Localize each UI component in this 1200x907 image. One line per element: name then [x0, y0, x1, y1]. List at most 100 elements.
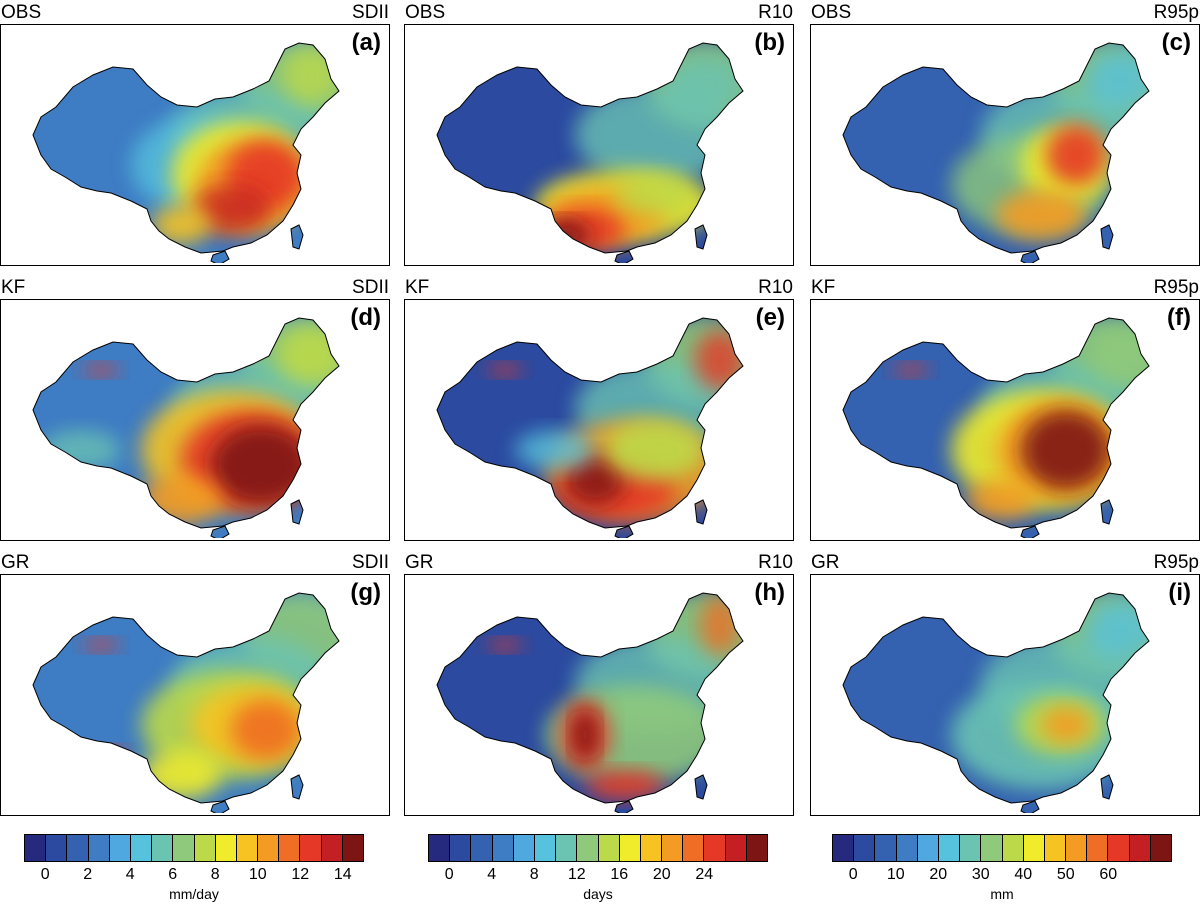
map-region	[151, 205, 211, 245]
colorbar-tick-label: 30	[971, 866, 990, 883]
map-region	[615, 175, 695, 215]
colorbar-swatch	[725, 835, 747, 861]
island-outline	[694, 774, 708, 800]
island-outline	[210, 250, 230, 263]
panel-index-label: R95p	[1153, 2, 1199, 23]
colorbar-tick-label: 6	[168, 866, 178, 883]
colorbar-tick-label: 8	[529, 866, 539, 883]
panel-index-label: SDII	[352, 2, 389, 23]
map-panel: GR R95p (i)	[810, 552, 1200, 816]
panel-model-label: KF	[405, 277, 430, 298]
map-region	[893, 364, 929, 376]
colorbar-swatch	[746, 835, 767, 861]
country-outline	[436, 317, 744, 529]
colorbar: 0 10 20 30 40 50 60 mm	[832, 834, 1172, 902]
island-outline	[290, 499, 304, 525]
colorbar-swatch	[833, 835, 855, 861]
map-region	[487, 364, 523, 376]
island-outline	[694, 224, 708, 250]
map-region	[96, 747, 126, 763]
panel-letter-label: (d)	[350, 304, 381, 331]
colorbar-tick-label: 0	[40, 866, 50, 883]
map-panel: GR SDII (g)	[0, 552, 390, 816]
map-plot	[436, 42, 744, 263]
island-outline	[614, 250, 634, 263]
map-region	[1086, 325, 1149, 385]
map-frame: (b)	[404, 24, 794, 266]
colorbar-swatch	[1002, 835, 1024, 861]
map-region	[966, 480, 1036, 520]
colorbar-unit-label: mm	[990, 886, 1014, 902]
map-region	[487, 639, 523, 651]
panel-letter-label: (e)	[755, 304, 785, 331]
map-field	[843, 43, 1149, 263]
colorbar-swatch	[300, 835, 322, 861]
colorbar-swatch	[1044, 835, 1067, 861]
colorbar-tick-label: 4	[125, 866, 135, 883]
panel-index-label: R10	[758, 277, 793, 298]
colorbar-tick-label: 0	[848, 866, 858, 883]
island-outline	[290, 224, 304, 250]
panel-header: OBS SDII	[0, 2, 390, 24]
island-outline	[614, 800, 634, 813]
map-region	[281, 45, 339, 105]
panel-letter-label: (a)	[351, 29, 381, 56]
map-field	[437, 43, 743, 263]
colorbar-tick-label: 50	[1056, 866, 1075, 883]
map-plot	[842, 317, 1150, 538]
island-outline	[1100, 224, 1114, 250]
map-plot	[32, 317, 340, 538]
colorbar-swatch	[194, 835, 216, 861]
colorbar-swatch	[704, 835, 726, 861]
map-frame: (f)	[810, 299, 1200, 541]
panel-model-label: OBS	[811, 2, 852, 23]
map-region	[41, 430, 121, 470]
colorbar-swatch	[429, 835, 451, 861]
colorbar-swatch	[152, 835, 174, 861]
colorbar-tick-label: 4	[487, 866, 497, 883]
map-region	[83, 639, 119, 651]
colorbar-swatch	[938, 835, 961, 861]
map-field	[33, 43, 339, 263]
map-field	[437, 318, 743, 538]
map-region	[1041, 707, 1091, 743]
map-region	[565, 455, 625, 505]
map-region	[573, 710, 597, 760]
map-field	[33, 593, 339, 813]
colorbar-swatch	[640, 835, 663, 861]
map-region	[141, 475, 221, 525]
colorbar-tick-label: 14	[333, 866, 352, 883]
colorbar-swatch	[534, 835, 557, 861]
panel-model-label: GR	[1, 552, 30, 573]
colorbar-swatches	[24, 834, 364, 862]
colorbar-swatch	[215, 835, 237, 861]
map-region	[695, 330, 743, 390]
map-plot	[32, 42, 340, 263]
island-outline	[1100, 499, 1114, 525]
colorbar-tick-label: 12	[291, 866, 310, 883]
colorbar-tick-label: 10	[248, 866, 267, 883]
colorbar-unit-label: days	[583, 886, 613, 902]
colorbar-swatch	[25, 835, 47, 861]
colorbar-swatch	[896, 835, 918, 861]
map-field	[843, 318, 1149, 538]
country-outline	[842, 317, 1150, 529]
colorbar-tick-label: 40	[1014, 866, 1033, 883]
colorbar-ticks: 0 2 4 6 8 10 12 14	[24, 862, 364, 884]
panel-model-label: GR	[811, 552, 840, 573]
colorbar-swatch	[1129, 835, 1151, 861]
map-plot	[32, 592, 340, 813]
colorbar-unit-label: mm/day	[169, 886, 219, 902]
colorbar-swatch	[88, 835, 110, 861]
colorbar-swatch	[917, 835, 939, 861]
map-field	[33, 318, 339, 538]
panel-letter-label: (f)	[1167, 304, 1191, 331]
panel-model-label: KF	[1, 277, 26, 298]
map-region	[191, 185, 271, 235]
map-frame: (a)	[0, 24, 390, 266]
panel-model-label: OBS	[405, 2, 446, 23]
colorbar-swatch	[130, 835, 153, 861]
map-region	[996, 190, 1086, 240]
island-outline	[210, 525, 230, 538]
map-panel: KF SDII (d)	[0, 277, 390, 541]
